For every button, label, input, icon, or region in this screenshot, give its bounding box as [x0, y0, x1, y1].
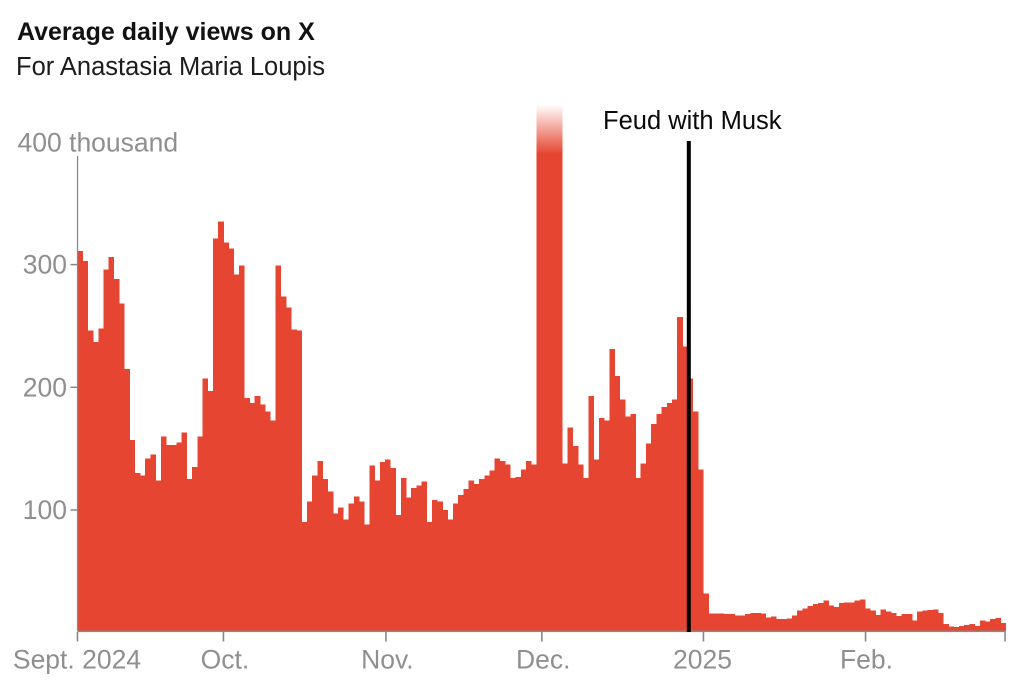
svg-text:For Anastasia Maria Loupis: For Anastasia Maria Loupis — [16, 53, 325, 81]
svg-text:Nov.: Nov. — [361, 645, 414, 675]
svg-text:Average daily views on X: Average daily views on X — [17, 18, 315, 46]
svg-text:2025: 2025 — [673, 645, 732, 675]
svg-text:400 thousand: 400 thousand — [18, 128, 179, 158]
svg-text:Dec.: Dec. — [516, 645, 571, 675]
svg-text:Sept. 2024: Sept. 2024 — [13, 645, 141, 675]
svg-text:300: 300 — [23, 250, 67, 280]
svg-text:Feb.: Feb. — [840, 645, 893, 675]
svg-text:200: 200 — [23, 372, 67, 402]
svg-text:Oct.: Oct. — [201, 645, 250, 675]
svg-text:100: 100 — [23, 495, 67, 525]
svg-text:Feud with Musk: Feud with Musk — [603, 107, 782, 135]
